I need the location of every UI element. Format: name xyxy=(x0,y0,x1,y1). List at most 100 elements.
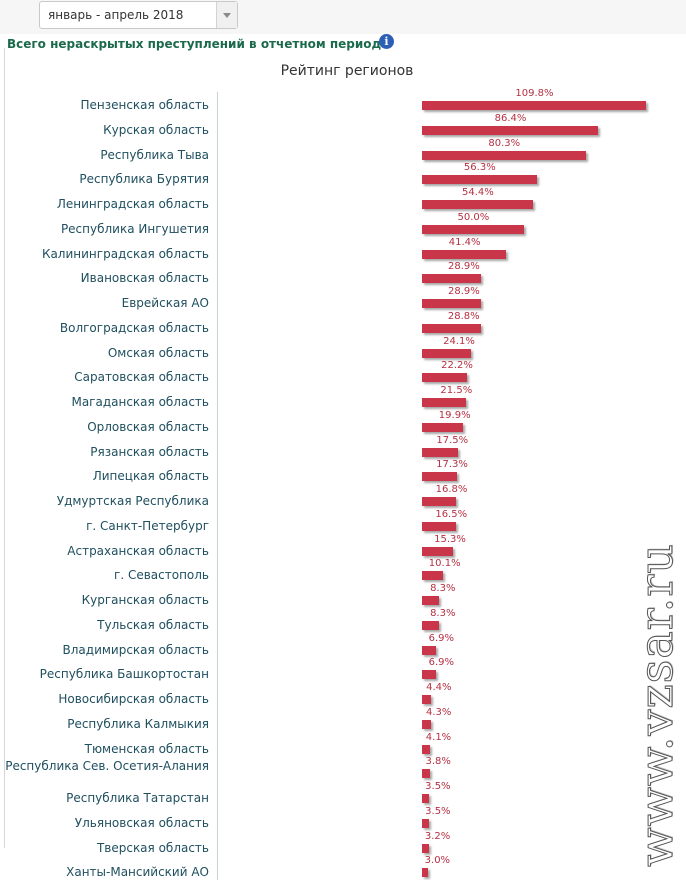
bar[interactable] xyxy=(422,299,481,308)
category-label: Орловская область xyxy=(87,419,209,434)
category-label: Республика Татарстан xyxy=(66,791,209,805)
value-label: 17.3% xyxy=(436,459,468,471)
value-label: 80.3% xyxy=(488,137,521,149)
value-label: 28.8% xyxy=(447,310,480,322)
category-label: Волгоградская область xyxy=(59,320,209,335)
bar[interactable] xyxy=(422,744,431,754)
bar[interactable] xyxy=(422,645,437,655)
bar[interactable] xyxy=(422,200,533,209)
panel-border xyxy=(4,48,5,848)
top-toolbar: январь - апрель 2018 xyxy=(0,0,686,34)
bar[interactable] xyxy=(422,571,443,581)
bar[interactable] xyxy=(422,447,458,457)
value-label: 4.1% xyxy=(425,731,452,743)
category-label: Омская область xyxy=(107,345,209,360)
bar[interactable] xyxy=(422,348,472,358)
value-label: 3.5% xyxy=(425,781,451,792)
chevron-down-icon[interactable] xyxy=(216,2,237,28)
bar[interactable] xyxy=(422,175,537,185)
category-label: Удмуртская Республика xyxy=(56,494,209,508)
value-label: 16.8% xyxy=(435,484,468,495)
category-label: Рязанская область xyxy=(90,444,209,459)
value-label: 8.3% xyxy=(430,583,456,594)
bar[interactable] xyxy=(422,818,430,828)
value-label: 4.3% xyxy=(425,706,452,718)
value-label: 6.9% xyxy=(428,657,455,669)
bar[interactable] xyxy=(422,373,468,383)
category-label: Магаданская область xyxy=(71,395,209,409)
value-label: 24.1% xyxy=(443,335,475,347)
value-label: 6.9% xyxy=(428,632,455,644)
category-label: Республика Калмыкия xyxy=(67,716,209,731)
bar[interactable] xyxy=(422,224,524,234)
category-label: Ленинградская область xyxy=(56,197,209,211)
bar[interactable] xyxy=(422,843,429,853)
category-label: Липецкая область xyxy=(92,469,209,484)
bar[interactable] xyxy=(422,546,454,556)
bar[interactable] xyxy=(422,695,431,704)
bar[interactable] xyxy=(422,472,458,482)
value-label: 16.5% xyxy=(435,508,468,520)
bar[interactable] xyxy=(422,521,456,531)
period-select[interactable]: январь - апрель 2018 xyxy=(39,1,238,29)
category-label: Ивановская область xyxy=(80,271,209,286)
report-heading: Всего нераскрытых преступлений в отчетно… xyxy=(7,37,390,51)
value-label: 56.3% xyxy=(463,162,496,174)
value-label: 50.0% xyxy=(457,211,490,223)
bar[interactable] xyxy=(422,398,466,407)
bar[interactable] xyxy=(422,101,646,110)
category-label: Владимирская область xyxy=(62,642,209,657)
category-label: Тульская область xyxy=(97,617,209,632)
category-label: Саратовская область xyxy=(74,370,209,385)
value-label: 4.4% xyxy=(426,682,452,693)
bar[interactable] xyxy=(422,670,437,680)
bar[interactable] xyxy=(422,323,481,333)
info-icon[interactable]: i xyxy=(379,34,394,49)
value-label: 3.2% xyxy=(424,830,451,842)
value-label: 3.8% xyxy=(425,756,451,768)
value-label: 28.9% xyxy=(447,286,480,297)
category-label: Тюменская область xyxy=(84,741,209,756)
period-select-value: январь - апрель 2018 xyxy=(48,8,184,22)
bar[interactable] xyxy=(422,125,599,135)
value-label: 10.1% xyxy=(428,558,461,570)
value-label: 28.9% xyxy=(447,261,480,273)
category-label: г. Санкт-Петербург xyxy=(86,518,209,533)
category-label: Республика Башкортостан xyxy=(39,667,209,682)
category-label: Республика Ингушетия xyxy=(60,221,209,236)
bar[interactable] xyxy=(422,150,586,160)
category-label: Республика Бурятия xyxy=(79,172,209,187)
category-label: Астраханская область xyxy=(67,543,209,558)
watermark-text: www.vzsar.ru xyxy=(629,543,684,868)
bar[interactable] xyxy=(422,497,457,506)
bar[interactable] xyxy=(422,274,481,284)
category-label: Еврейская АО xyxy=(121,296,209,310)
bar[interactable] xyxy=(422,596,439,605)
bar[interactable] xyxy=(422,249,507,259)
bar[interactable] xyxy=(422,794,430,803)
category-label: Ульяновская область xyxy=(74,815,209,830)
value-label: 17.5% xyxy=(436,434,469,446)
value-label: 3.5% xyxy=(425,805,451,817)
bar[interactable] xyxy=(422,620,439,630)
bar[interactable] xyxy=(422,769,430,779)
value-label: 21.5% xyxy=(440,385,473,396)
category-label: Тверская область xyxy=(96,840,209,855)
bar[interactable] xyxy=(422,719,431,729)
value-label: 54.4% xyxy=(461,187,494,198)
chart-title: Рейтинг регионов xyxy=(280,63,414,79)
bar[interactable] xyxy=(422,422,463,432)
value-label: 8.3% xyxy=(430,607,456,619)
value-label: 15.3% xyxy=(434,533,466,545)
category-label: Курская область xyxy=(103,122,209,137)
value-label: 19.9% xyxy=(438,409,471,421)
category-label: Новосибирская область xyxy=(58,692,209,706)
watermark: www.vzsar.ru xyxy=(628,540,684,870)
category-label: Курганская область xyxy=(81,593,209,607)
chart-axis-line xyxy=(217,92,218,880)
bar[interactable] xyxy=(422,868,429,878)
category-label: Ханты-Мансийский АО xyxy=(66,865,209,880)
value-label: 22.2% xyxy=(441,360,473,372)
value-label: 86.4% xyxy=(494,112,527,124)
category-label: Республика Тыва xyxy=(100,147,209,162)
